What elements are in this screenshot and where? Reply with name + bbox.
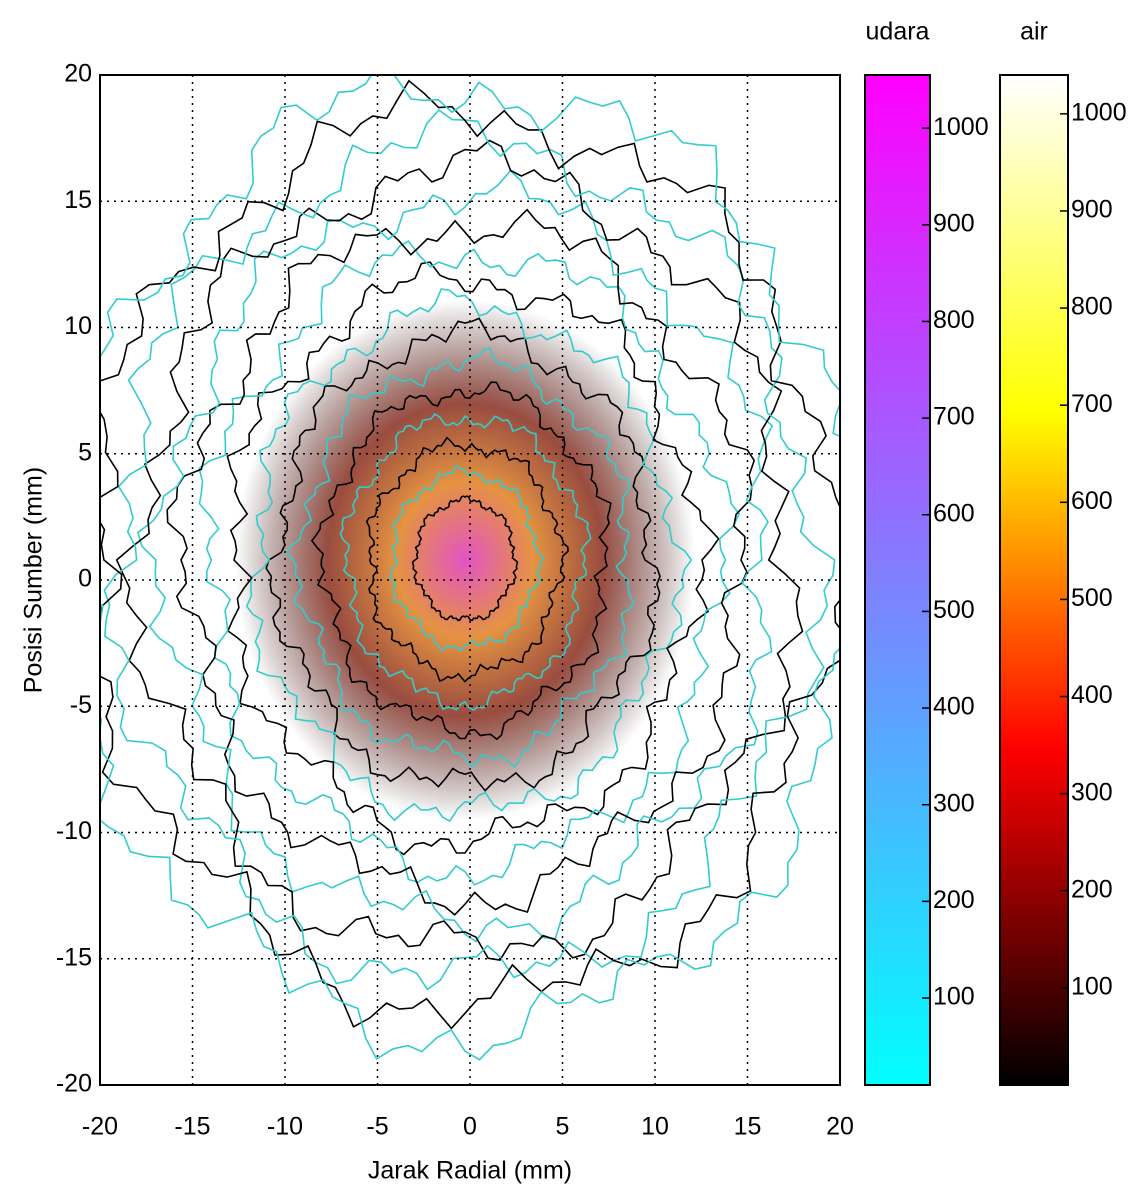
contour-ring [166,208,756,916]
colorbar-tick-label: 300 [1071,778,1113,806]
colorbar-tick-label: 200 [933,886,975,914]
colorbar-title: air [1020,18,1048,46]
x-axis-label: Jarak Radial (mm) [368,1157,572,1185]
y-tick-label: 15 [64,186,92,214]
colorbar-tick-label: 600 [1071,487,1113,515]
contour-ring [285,347,635,768]
contour-ring [115,139,804,961]
x-tick-label: -15 [174,1113,210,1141]
x-tick-label: 10 [641,1113,669,1141]
y-tick-label: 10 [64,312,92,340]
contour-ring [100,75,840,1061]
contour-ring [198,240,741,886]
colorbar-tick-label: 1000 [933,113,989,141]
colorbar-tick-label: 600 [933,499,975,527]
contour-ring [389,464,545,653]
y-tick-label: -10 [56,817,92,845]
y-tick-label: 0 [78,565,92,593]
colorbar [999,74,1069,1086]
colorbar-tick-label: 1000 [1071,98,1127,126]
x-tick-label: 0 [463,1113,477,1141]
x-tick-label: -5 [366,1113,388,1141]
x-tick-label: 20 [826,1113,854,1141]
colorbar-tick-label: 100 [933,983,975,1011]
colorbar-tick-label: 200 [1071,875,1113,903]
contour-rings [100,75,840,1061]
contour-ring [310,381,612,741]
colorbar-tick-label: 400 [1071,681,1113,709]
colorbar-tick-label: 300 [933,789,975,817]
contour-ring [136,169,774,943]
x-tick-label: 5 [556,1113,570,1141]
y-tick-label: -15 [56,943,92,971]
colorbar-tick-label: 100 [1071,972,1113,1000]
contour-ring [103,109,836,991]
colorbar [864,74,931,1086]
colorbar-tick-label: 700 [933,403,975,431]
colorbar-title: udara [866,18,930,46]
contour-ring [226,261,720,856]
y-tick-label: -5 [70,691,92,719]
y-tick-label: 20 [64,60,92,88]
colorbar-tick-label: 800 [1071,293,1113,321]
contour-ring [339,413,592,711]
y-axis-label: Posisi Sumber (mm) [20,467,48,693]
x-tick-label: -20 [82,1113,118,1141]
contour-ring [365,436,569,683]
colorbar-tick-label: 900 [933,209,975,237]
colorbar-tick-label: 500 [933,596,975,624]
x-tick-label: -10 [267,1113,303,1141]
contour-ring [100,79,840,1030]
intensity-core [235,300,695,820]
colorbar-tick-label: 700 [1071,390,1113,418]
colorbar-tick-label: 800 [933,306,975,334]
y-tick-label: -20 [56,1070,92,1098]
colorbar-tick-label: 900 [1071,196,1113,224]
y-tick-label: 5 [78,438,92,466]
contour-ring [411,495,519,622]
contour-ring [245,288,693,823]
x-tick-label: 15 [734,1113,762,1141]
colorbar-tick-label: 500 [1071,584,1113,612]
colorbar-tick-label: 400 [933,693,975,721]
